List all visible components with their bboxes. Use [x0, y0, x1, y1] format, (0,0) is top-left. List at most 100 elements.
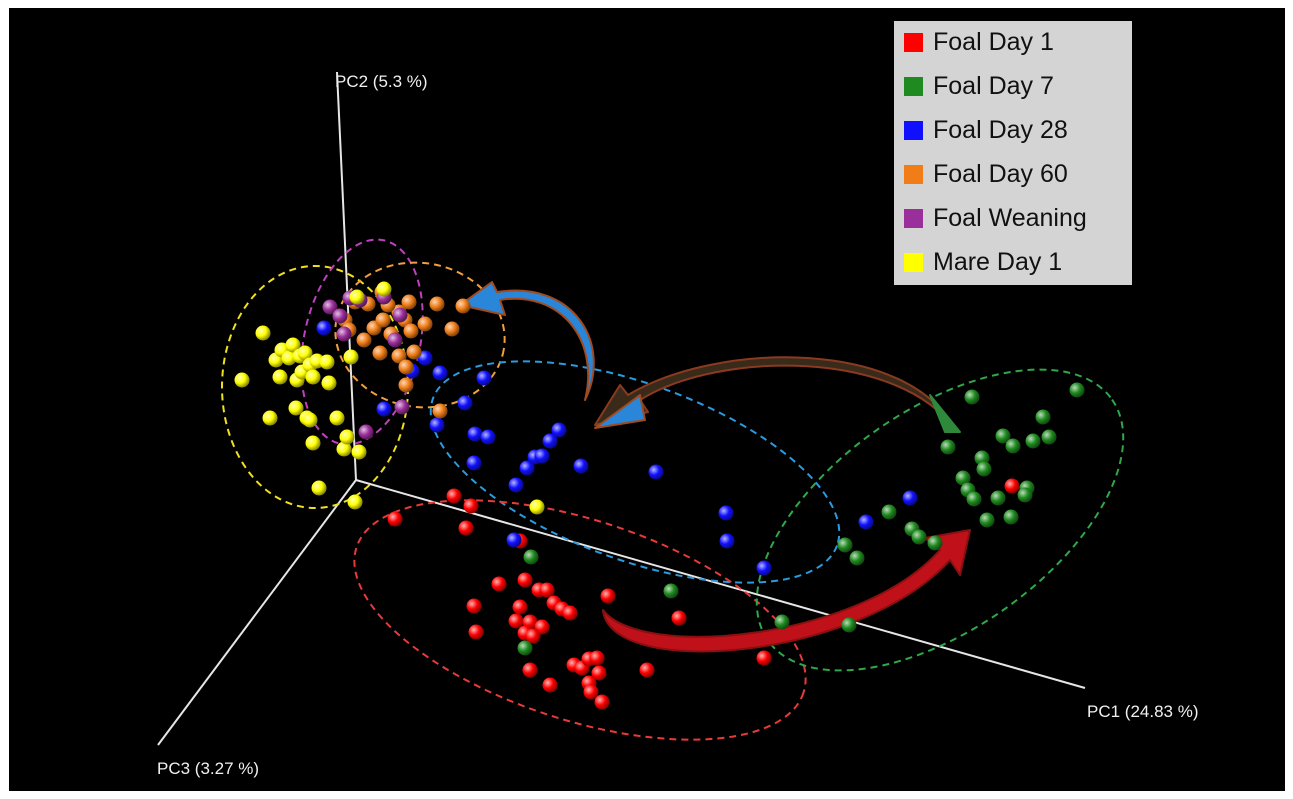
legend-label: Foal Day 1	[933, 28, 1054, 56]
legend-swatch	[904, 77, 923, 96]
point-mare-day-1	[305, 435, 321, 451]
pcoa-3d-plot	[157, 71, 1125, 746]
point-foal-day-7	[1069, 382, 1085, 398]
point-foal-day-60	[372, 345, 388, 361]
point-foal-day-1	[756, 650, 772, 666]
point-foal-day-1	[594, 694, 610, 710]
pc2-axis-label: PC2 (5.3 %)	[335, 72, 428, 91]
point-foal-weaning	[336, 326, 352, 342]
point-foal-day-28	[466, 455, 482, 471]
point-foal-day-28	[457, 395, 473, 411]
point-foal-day-28	[476, 370, 492, 386]
point-foal-day-28	[480, 429, 496, 445]
point-foal-day-7	[927, 535, 943, 551]
point-foal-day-28	[429, 417, 445, 433]
point-mare-day-1	[234, 372, 250, 388]
legend-label: Foal Day 7	[933, 72, 1054, 100]
point-foal-day-1	[522, 662, 538, 678]
point-mare-day-1	[311, 480, 327, 496]
point-foal-day-60	[401, 294, 417, 310]
point-foal-weaning	[394, 399, 410, 415]
point-foal-day-28	[551, 422, 567, 438]
point-foal-day-28	[376, 401, 392, 417]
point-mare-day-1	[336, 441, 352, 457]
point-foal-day-28	[316, 320, 332, 336]
point-mare-day-1	[288, 400, 304, 416]
point-foal-day-7	[979, 512, 995, 528]
point-foal-day-28	[573, 458, 589, 474]
point-mare-day-1	[349, 289, 365, 305]
legend-swatch	[904, 121, 923, 140]
point-foal-day-7	[955, 470, 971, 486]
point-foal-day-1	[562, 605, 578, 621]
point-foal-day-1	[600, 588, 616, 604]
point-foal-day-28	[542, 433, 558, 449]
point-foal-day-60	[391, 348, 407, 364]
point-foal-weaning	[392, 307, 408, 323]
point-foal-day-7	[1005, 438, 1021, 454]
point-foal-day-7	[1041, 429, 1057, 445]
pc1-axis-label: PC1 (24.83 %)	[1087, 702, 1199, 721]
point-foal-day-1	[589, 650, 605, 666]
legend-label: Foal Day 60	[933, 160, 1068, 188]
point-foal-day-1	[583, 684, 599, 700]
point-foal-day-7	[940, 439, 956, 455]
point-foal-day-7	[849, 550, 865, 566]
point-mare-day-1	[297, 345, 313, 361]
point-foal-day-1	[525, 628, 541, 644]
point-foal-day-1	[517, 572, 533, 588]
legend-item: Foal Day 1	[904, 28, 1132, 72]
point-foal-day-7	[966, 491, 982, 507]
point-mare-day-1	[351, 444, 367, 460]
pc2-axis-line	[336, 71, 357, 481]
point-mare-day-1	[272, 369, 288, 385]
point-foal-day-1	[387, 511, 403, 527]
point-foal-day-60	[375, 312, 391, 328]
point-foal-day-60	[406, 344, 422, 360]
point-foal-day-1	[539, 582, 555, 598]
point-mare-day-1	[339, 429, 355, 445]
point-foal-day-7	[517, 640, 533, 656]
point-foal-day-60	[429, 296, 445, 312]
point-foal-day-7	[774, 614, 790, 630]
point-mare-day-1	[302, 412, 318, 428]
point-foal-day-1	[542, 677, 558, 693]
point-foal-day-28	[719, 533, 735, 549]
point-foal-day-28	[508, 477, 524, 493]
point-foal-day-60	[417, 316, 433, 332]
point-foal-day-1	[458, 520, 474, 536]
point-foal-weaning	[322, 299, 338, 315]
point-foal-day-60	[432, 403, 448, 419]
pc1-axis-line	[355, 479, 1086, 689]
arrow-day7-to-day28	[594, 356, 956, 431]
point-mare-day-1	[255, 325, 271, 341]
point-foal-day-7	[911, 529, 927, 545]
point-foal-day-7	[990, 490, 1006, 506]
point-foal-day-7	[1035, 409, 1051, 425]
group-ellipses	[221, 238, 1125, 741]
pc3-axis-line	[157, 479, 357, 746]
point-foal-weaning	[358, 424, 374, 440]
point-foal-day-60	[403, 323, 419, 339]
point-foal-day-7	[995, 428, 1011, 444]
plot-area: PC2 (5.3 %) PC1 (24.83 %) PC3 (3.27 %) F…	[9, 8, 1285, 791]
legend-item: Foal Day 60	[904, 160, 1132, 204]
legend-swatch	[904, 33, 923, 52]
point-foal-day-7	[1025, 433, 1041, 449]
point-foal-day-1	[591, 665, 607, 681]
point-foal-day-1	[446, 488, 462, 504]
point-foal-day-28	[519, 460, 535, 476]
point-foal-day-28	[902, 490, 918, 506]
legend-swatch	[904, 209, 923, 228]
point-foal-day-7	[964, 389, 980, 405]
point-foal-day-1	[468, 624, 484, 640]
point-mare-day-1	[305, 369, 321, 385]
point-foal-day-7	[841, 617, 857, 633]
point-foal-day-7	[663, 583, 679, 599]
legend-label: Mare Day 1	[933, 248, 1063, 276]
point-foal-day-1	[512, 599, 528, 615]
point-foal-day-28	[718, 505, 734, 521]
axes	[157, 71, 1086, 746]
point-foal-day-7	[976, 461, 992, 477]
point-foal-day-28	[432, 365, 448, 381]
